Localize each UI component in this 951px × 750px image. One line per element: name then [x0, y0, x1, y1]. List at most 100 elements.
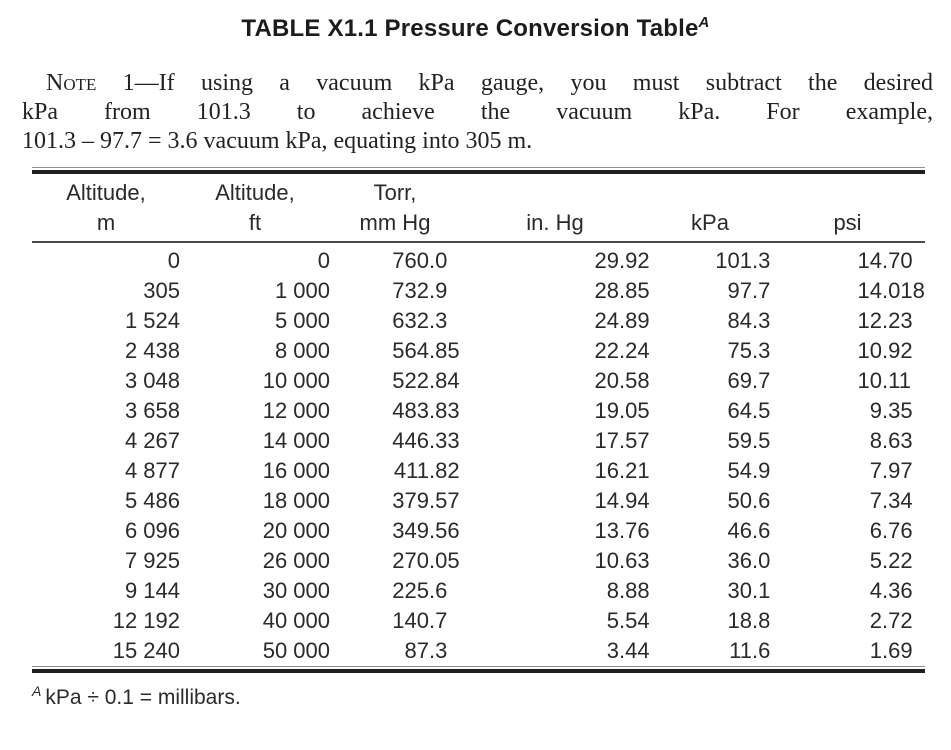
- conversion-table-header: Altitude, m Altitude, ft Torr, mm Hg in.…: [32, 174, 925, 243]
- table-row: 9 144 30 000 225.6 8.88 30.1 4.36: [32, 576, 925, 606]
- table-cell: 14.94: [594, 488, 650, 513]
- column-header-in-hg: in. Hg: [460, 174, 650, 243]
- table-cell: 3.44: [606, 638, 650, 663]
- footnote-ref: A: [32, 683, 42, 699]
- table-row: 12 192 40 000 140.7 5.54 18.8 2.72: [32, 606, 925, 636]
- note-label: Note 1: [46, 70, 135, 96]
- table-cell: 13.76: [594, 518, 650, 543]
- column-header-torr-mmhg: Torr, mm Hg: [330, 174, 460, 243]
- table-cell: 20 000: [262, 518, 330, 543]
- table-row: 1 524 5 000 632.3 24.89 84.3 12.23: [32, 306, 925, 336]
- table-title-text: TABLE X1.1 Pressure Conversion Table: [241, 15, 699, 42]
- table-cell: 305: [143, 278, 180, 303]
- table-cell: 7.34: [869, 488, 913, 513]
- table-cell: 10 000: [262, 368, 330, 393]
- table-cell: 14.018: [857, 278, 925, 303]
- table-cell: 18 000: [262, 488, 330, 513]
- table-cell: 6.76: [869, 518, 913, 543]
- table-cell: 22.24: [594, 338, 650, 363]
- table-cell: 5 000: [274, 308, 330, 333]
- table-cell: 26 000: [262, 548, 330, 573]
- table-top-rule: [32, 167, 925, 174]
- table-cell: 59.5: [727, 428, 771, 453]
- table-cell: 10.63: [594, 548, 650, 573]
- table-cell: 14 000: [262, 428, 330, 453]
- table-cell: 64.5: [727, 398, 771, 423]
- table-cell: 349.56: [392, 518, 460, 543]
- table-cell: 16.21: [594, 458, 650, 483]
- table-cell: 101.3: [715, 248, 771, 273]
- header-line: kPa: [691, 210, 729, 235]
- table-cell: 17.57: [594, 428, 650, 453]
- table-row: 305 1 000 732.9 28.85 97.7 14.018: [32, 276, 925, 306]
- conversion-table-body: 0 0 760.0 29.92 101.3 14.70 305 1 000 732.9 28.85…: [32, 242, 925, 666]
- table-cell: 1 524: [124, 308, 180, 333]
- table-cell: 140.7: [392, 608, 448, 633]
- header-line: m: [96, 210, 116, 235]
- table-cell: 12 000: [262, 398, 330, 423]
- table-cell: 29.92: [594, 248, 650, 273]
- table-row: 4 877 16 000 411.82 16.21 54.9 7.97: [32, 456, 925, 486]
- table-cell: 16 000: [262, 458, 330, 483]
- table-cell: 30.1: [727, 578, 771, 603]
- table-cell: 84.3: [727, 308, 771, 333]
- header-line: in. Hg: [526, 210, 584, 235]
- table-cell: 30 000: [262, 578, 330, 603]
- table-cell: 69.7: [727, 368, 771, 393]
- table-cell: 36.0: [727, 548, 771, 573]
- title-footnote-ref: A: [698, 14, 710, 31]
- column-header-altitude-m: Altitude, m: [32, 174, 180, 243]
- column-header-kpa: kPa: [650, 174, 770, 243]
- table-cell: 40 000: [262, 608, 330, 633]
- table-row: 4 267 14 000 446.33 17.57 59.5 8.63: [32, 426, 925, 456]
- table-cell: 522.84: [392, 368, 460, 393]
- table-cell: 8.88: [606, 578, 650, 603]
- header-row: Altitude, m Altitude, ft Torr, mm Hg in.…: [32, 174, 925, 243]
- table-cell: 225.6: [392, 578, 448, 603]
- table-row: 5 486 18 000 379.57 14.94 50.6 7.34: [32, 486, 925, 516]
- table-cell: 4.36: [869, 578, 913, 603]
- table-cell: 632.3: [392, 308, 448, 333]
- header-line: Altitude,: [66, 180, 146, 205]
- table-cell: 9.35: [869, 398, 913, 423]
- table-cell: 564.85: [392, 338, 460, 363]
- table-cell: 7.97: [869, 458, 913, 483]
- table-cell: 4 877: [124, 458, 180, 483]
- table-cell: 9 144: [124, 578, 180, 603]
- table-cell: 732.9: [392, 278, 448, 303]
- table-cell: 12.23: [857, 308, 913, 333]
- header-line: psi: [833, 210, 862, 235]
- table-row: 6 096 20 000 349.56 13.76 46.6 6.76: [32, 516, 925, 546]
- table-cell: 19.05: [594, 398, 650, 423]
- table-cell: 1 000: [274, 278, 330, 303]
- footnote-text: kPa ÷ 0.1 = millibars.: [45, 686, 241, 709]
- table-cell: 97.7: [727, 278, 771, 303]
- table-cell: 50.6: [727, 488, 771, 513]
- table-cell: 6 096: [124, 518, 180, 543]
- table-cell: 18.8: [727, 608, 771, 633]
- table-cell: 446.33: [392, 428, 460, 453]
- table-cell: 8.63: [869, 428, 913, 453]
- column-header-altitude-ft: Altitude, ft: [180, 174, 330, 243]
- table-cell: 10.11: [857, 368, 911, 393]
- table-cell: 0: [317, 248, 330, 273]
- table-bottom-rule: [32, 666, 925, 673]
- table-cell: 760.0: [392, 248, 448, 273]
- table-cell: 24.89: [594, 308, 650, 333]
- table-row: 3 048 10 000 522.84 20.58 69.7 10.11: [32, 366, 925, 396]
- table-cell: 411.82: [393, 458, 460, 483]
- table-cell: 5.22: [869, 548, 913, 573]
- table-cell: 5 486: [124, 488, 180, 513]
- table-cell: 4 267: [124, 428, 180, 453]
- table-row: 3 658 12 000 483.83 19.05 64.5 9.35: [32, 396, 925, 426]
- table-row: 7 925 26 000 270.05 10.63 36.0 5.22: [32, 546, 925, 576]
- header-line: mm Hg: [359, 210, 431, 235]
- table-cell: 270.05: [392, 548, 460, 573]
- header-line: ft: [248, 210, 262, 235]
- table-cell: 87.3: [404, 638, 448, 663]
- table-cell: 11.6: [729, 638, 771, 663]
- table-title: TABLE X1.1 Pressure Conversion TableA: [0, 15, 951, 43]
- table-cell: 75.3: [727, 338, 771, 363]
